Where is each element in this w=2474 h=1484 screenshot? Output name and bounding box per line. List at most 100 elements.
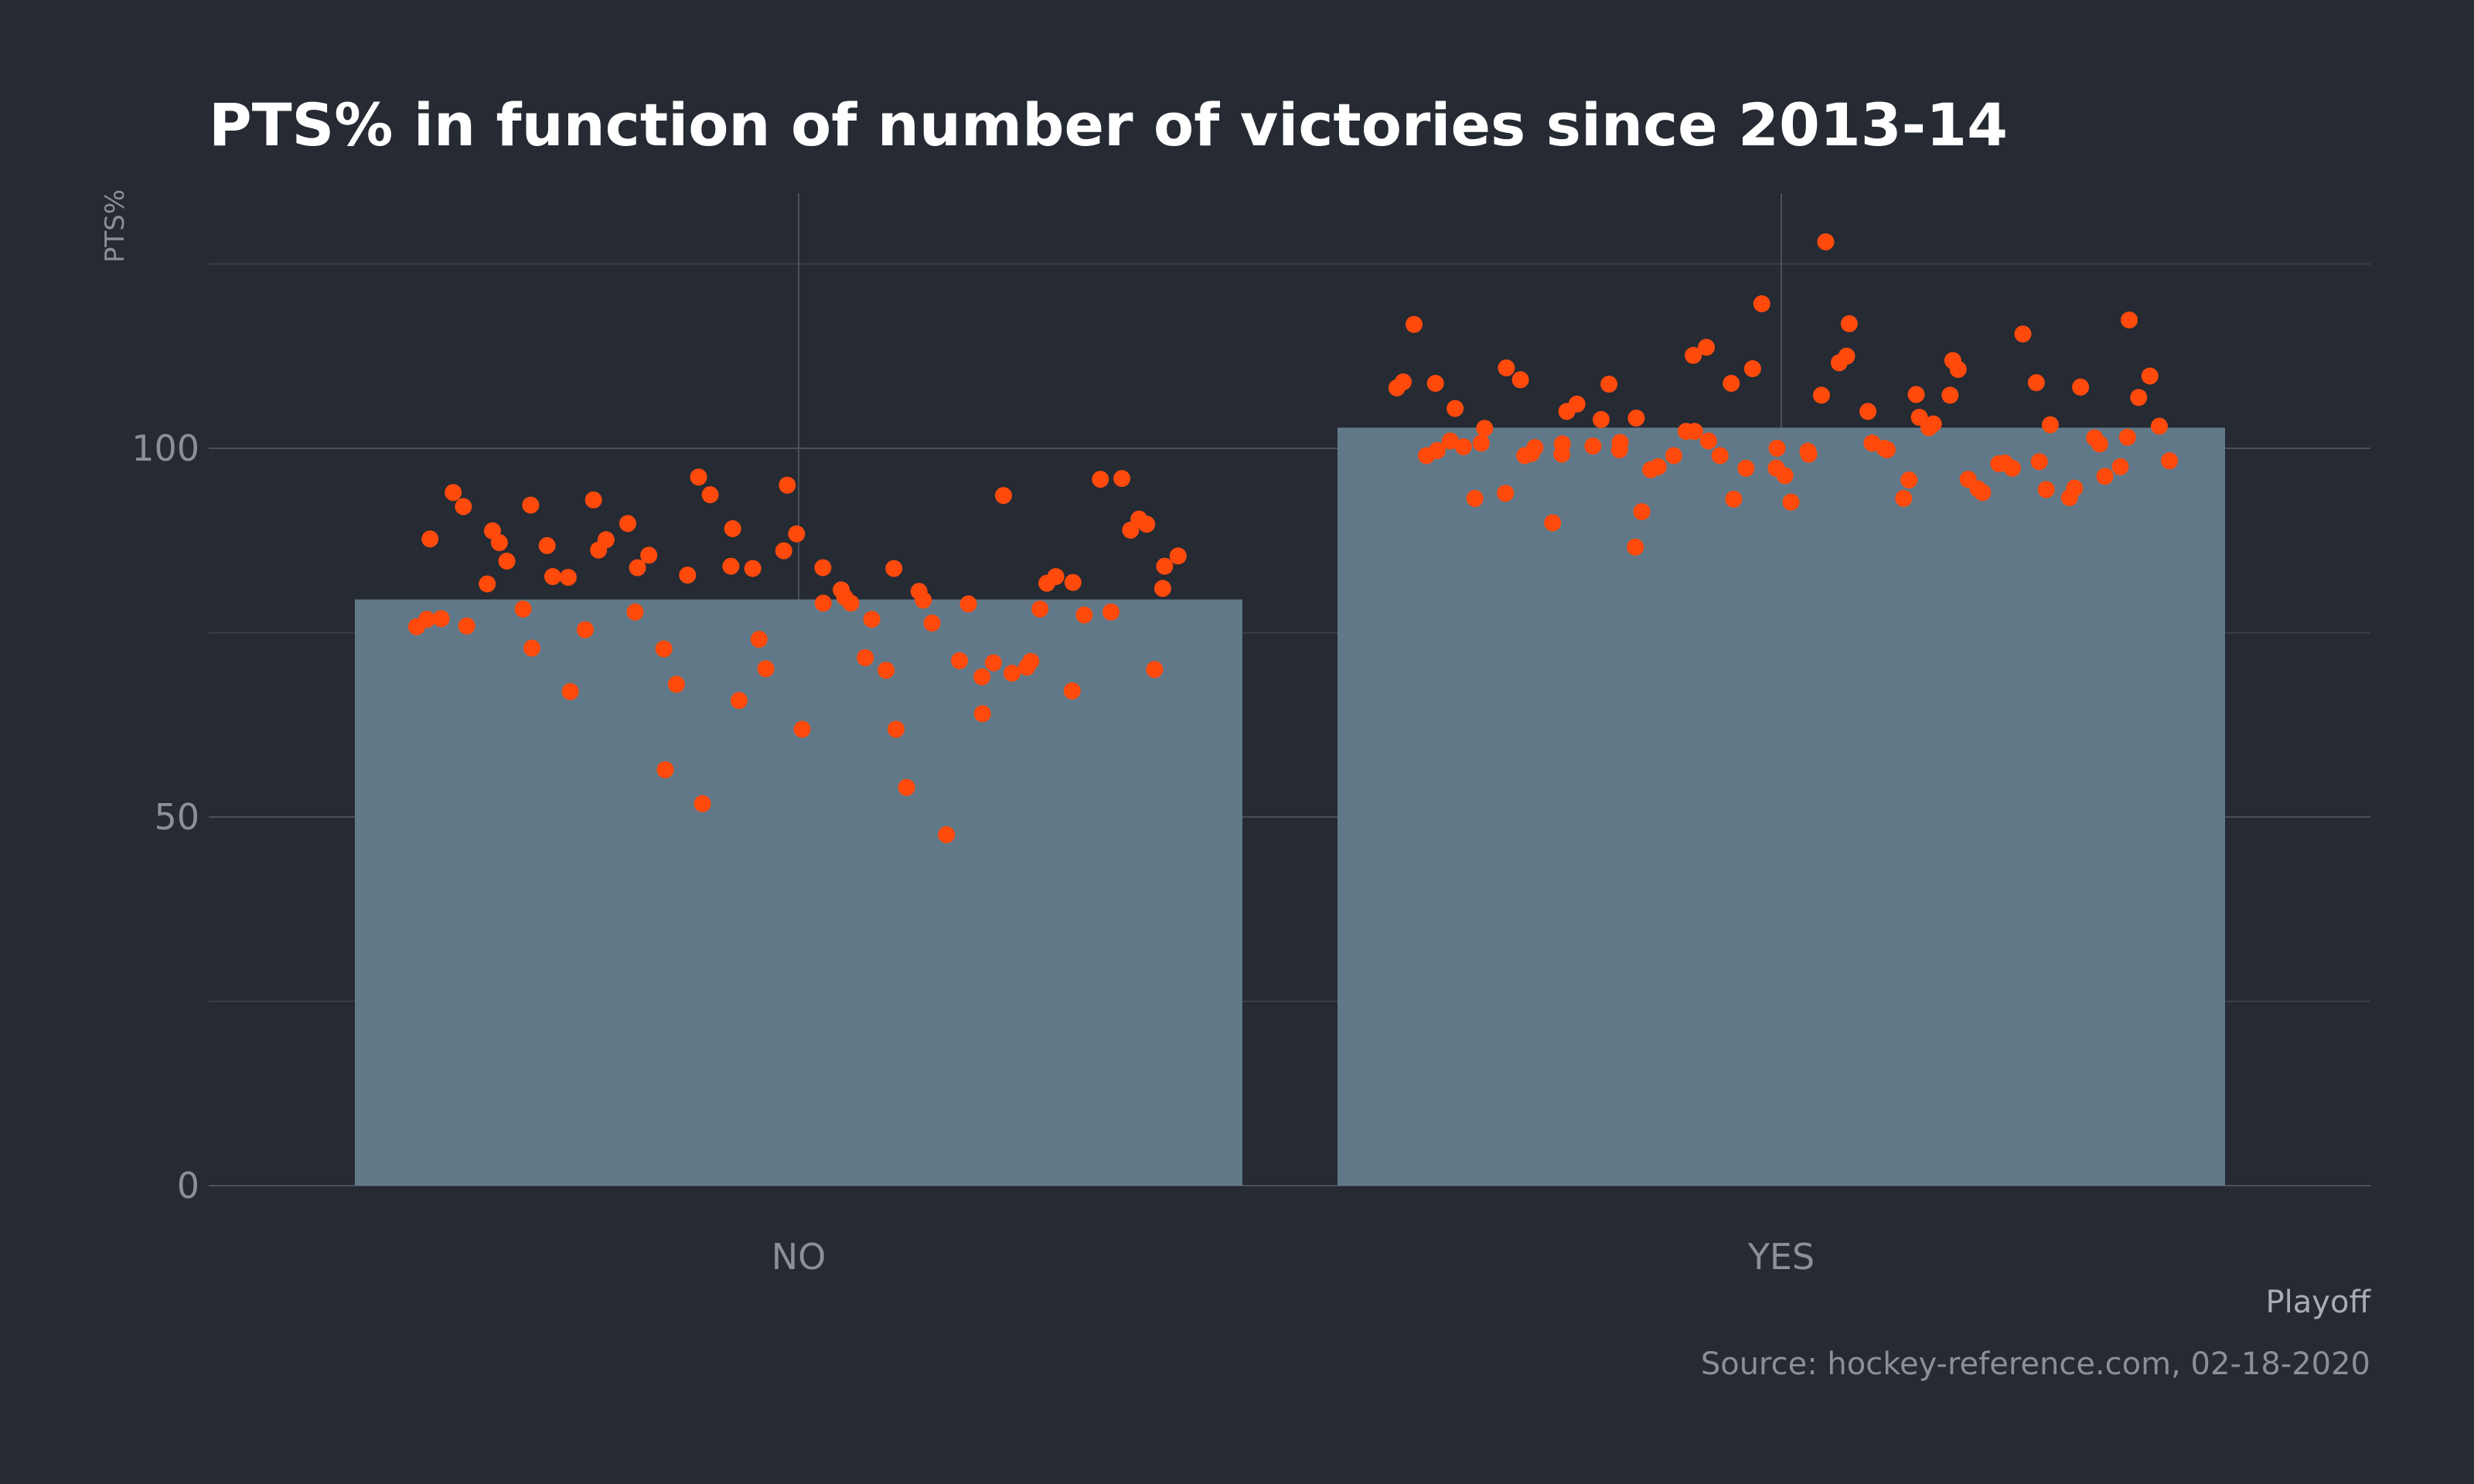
data-point	[619, 515, 636, 533]
data-point	[1395, 373, 1412, 391]
data-point	[1092, 471, 1109, 488]
data-point	[1743, 360, 1761, 377]
data-point	[1768, 440, 1786, 457]
data-point	[1949, 360, 1967, 378]
data-point	[498, 553, 516, 570]
data-point	[757, 660, 775, 678]
data-point	[923, 614, 941, 632]
data-point	[1113, 470, 1131, 488]
bar-no	[355, 599, 1242, 1186]
data-point	[1725, 490, 1743, 508]
y-tick-label: 100	[131, 427, 199, 469]
data-point	[1859, 403, 1877, 420]
data-point	[1441, 432, 1459, 450]
data-point	[1698, 339, 1716, 356]
data-point	[1568, 395, 1586, 413]
data-point	[863, 611, 881, 628]
data-point	[445, 484, 462, 502]
data-point	[775, 542, 792, 560]
y-axis-label: PTS%	[100, 189, 131, 263]
data-point	[432, 610, 450, 628]
data-point	[793, 720, 811, 738]
data-point	[1031, 601, 1049, 618]
data-point	[814, 594, 832, 612]
data-point	[561, 682, 579, 700]
data-point	[2096, 468, 2114, 485]
data-point	[1426, 375, 1444, 392]
data-point	[1593, 410, 1610, 428]
data-point	[1476, 420, 1494, 437]
data-point	[640, 546, 658, 564]
data-point	[1776, 467, 1794, 485]
data-point	[1472, 434, 1490, 452]
data-point	[1800, 445, 1818, 463]
data-point	[522, 496, 540, 514]
data-point	[679, 567, 697, 584]
data-point	[584, 491, 602, 509]
data-point	[1627, 538, 1644, 556]
data-point	[1711, 447, 1729, 465]
data-point	[655, 640, 673, 658]
data-point	[1511, 371, 1529, 389]
data-point	[1840, 315, 1858, 332]
data-point	[479, 575, 496, 593]
data-point	[538, 536, 556, 554]
data-point	[1466, 489, 1484, 507]
jitter-points	[407, 233, 2179, 843]
bars	[355, 427, 2225, 1186]
data-point	[1156, 557, 1174, 575]
data-point	[788, 525, 806, 543]
data-point	[667, 676, 685, 693]
data-point	[1553, 445, 1571, 463]
data-point	[842, 594, 860, 612]
data-point	[2003, 459, 2021, 477]
data-point	[523, 639, 540, 657]
data-point	[1900, 471, 1918, 488]
data-point	[2037, 481, 2055, 499]
data-point	[1627, 409, 1645, 427]
data-point	[877, 662, 895, 679]
data-point	[1737, 459, 1755, 477]
data-point	[1138, 516, 1156, 533]
data-point	[885, 560, 903, 577]
data-point	[959, 595, 977, 613]
data-point	[1600, 376, 1618, 393]
data-point	[1665, 447, 1682, 465]
data-point	[1544, 514, 1562, 532]
data-point	[984, 654, 1002, 672]
data-point	[1878, 441, 1896, 458]
data-point	[490, 534, 508, 552]
data-point	[730, 692, 748, 710]
data-point	[2014, 325, 2032, 343]
data-point	[577, 621, 594, 638]
data-point	[814, 559, 832, 577]
data-point	[1723, 375, 1740, 392]
data-point	[1817, 233, 1835, 250]
data-point	[1941, 386, 1959, 404]
data-point	[421, 530, 439, 548]
data-point	[1406, 315, 1423, 333]
data-point	[888, 720, 905, 738]
data-point	[1526, 439, 1544, 456]
data-point	[2151, 417, 2168, 435]
data-point	[1154, 580, 1171, 597]
data-point	[2161, 452, 2179, 470]
y-ticks: 0 50 100	[131, 427, 199, 1207]
data-point	[1649, 458, 1667, 475]
data-point	[1974, 484, 1992, 502]
data-point	[1102, 603, 1119, 621]
data-point	[779, 476, 796, 494]
data-point	[1813, 386, 1830, 404]
data-point	[1004, 665, 1021, 682]
data-point	[1633, 503, 1651, 520]
x-tick-label-yes: YES	[1747, 1236, 1815, 1278]
data-point	[2121, 311, 2138, 328]
data-point	[1685, 423, 1703, 441]
data-point	[750, 631, 768, 648]
data-point	[514, 601, 532, 618]
data-point	[857, 648, 874, 666]
data-point	[1584, 437, 1602, 455]
data-point	[656, 761, 674, 778]
x-tick-label-no: NO	[772, 1236, 826, 1278]
data-point	[690, 468, 707, 486]
